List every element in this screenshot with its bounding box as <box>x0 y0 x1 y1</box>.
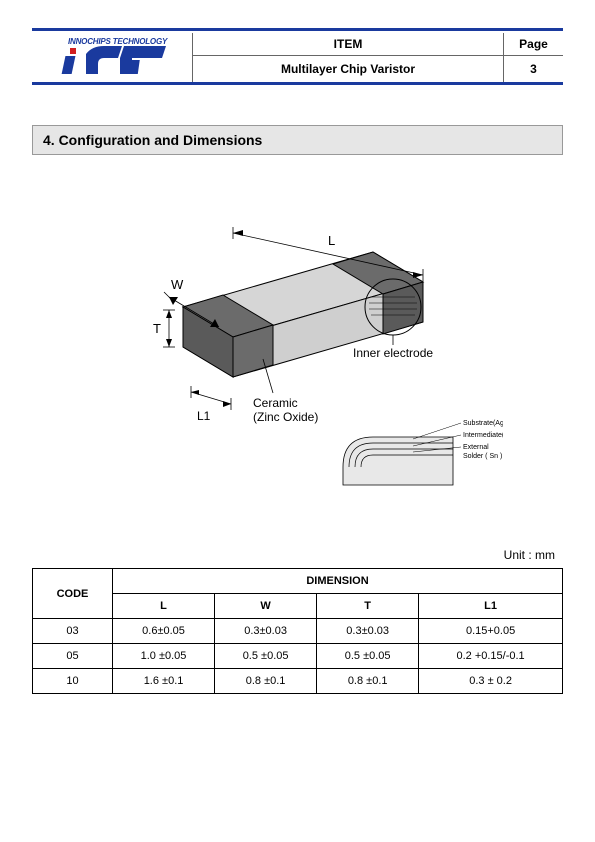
table-row: 05 1.0 ±0.05 0.5 ±0.05 0.5 ±0.05 0.2 +0.… <box>33 644 563 669</box>
cell-L: 1.6 ±0.1 <box>113 669 215 694</box>
item-value: Multilayer Chip Varistor <box>193 55 503 82</box>
cell-W: 0.3±0.03 <box>215 619 317 644</box>
th-code: CODE <box>33 569 113 619</box>
th-L: L <box>113 594 215 619</box>
cell-code: 03 <box>33 619 113 644</box>
header-row: INNOCHIPS TECHNOLOGY ITEM Multilayer Chi… <box>32 33 563 85</box>
th-T: T <box>317 594 419 619</box>
cell-T: 0.8 ±0.1 <box>317 669 419 694</box>
dimension-table: CODE DIMENSION L W T L1 03 0.6±0.05 0.3±… <box>32 568 563 694</box>
table-row: 03 0.6±0.05 0.3±0.03 0.3±0.03 0.15+0.05 <box>33 619 563 644</box>
page-label: Page <box>504 33 563 55</box>
company-logo-icon <box>32 44 182 78</box>
cell-L1: 0.2 +0.15/-0.1 <box>419 644 563 669</box>
th-W: W <box>215 594 317 619</box>
external-label: External <box>463 444 489 451</box>
header-top-rule <box>32 28 563 31</box>
cell-L1: 0.15+0.05 <box>419 619 563 644</box>
th-dimension: DIMENSION <box>113 569 563 594</box>
cell-code: 05 <box>33 644 113 669</box>
header-right: Page 3 <box>503 33 563 82</box>
cell-T: 0.5 ±0.05 <box>317 644 419 669</box>
th-L1: L1 <box>419 594 563 619</box>
cell-W: 0.8 ±0.1 <box>215 669 317 694</box>
dim-label-L1: L1 <box>197 409 211 423</box>
ceramic-label: Ceramic <box>253 396 298 410</box>
cell-code: 10 <box>33 669 113 694</box>
table-row: 10 1.6 ±0.1 0.8 ±0.1 0.8 ±0.1 0.3 ± 0.2 <box>33 669 563 694</box>
header-mid: ITEM Multilayer Chip Varistor <box>192 33 503 82</box>
diagram-area: L W T L1 Ceramic (Zinc Oxide) Inner elec… <box>32 197 563 542</box>
cell-L1: 0.3 ± 0.2 <box>419 669 563 694</box>
ceramic-sub-label: (Zinc Oxide) <box>253 410 318 424</box>
item-label: ITEM <box>193 33 503 55</box>
cell-T: 0.3±0.03 <box>317 619 419 644</box>
chip-diagram: L W T L1 Ceramic (Zinc Oxide) Inner elec… <box>93 197 503 537</box>
intermediate-label: Intermediate(Ni) <box>463 432 503 439</box>
section-title: 4. Configuration and Dimensions <box>32 125 563 155</box>
inner-electrode-label: Inner electrode <box>353 346 433 360</box>
cell-L: 1.0 ±0.05 <box>113 644 215 669</box>
substrate-label: Substrate(Ag) <box>463 420 503 427</box>
cell-W: 0.5 ±0.05 <box>215 644 317 669</box>
dim-label-L: L <box>328 233 335 248</box>
unit-label: Unit : mm <box>32 548 555 562</box>
dim-label-T: T <box>153 321 161 336</box>
solder-label: Solder ( Sn ) <box>463 453 502 460</box>
dim-label-W: W <box>171 277 184 292</box>
logo-cell: INNOCHIPS TECHNOLOGY <box>32 33 192 82</box>
page-value: 3 <box>504 55 563 82</box>
cell-L: 0.6±0.05 <box>113 619 215 644</box>
